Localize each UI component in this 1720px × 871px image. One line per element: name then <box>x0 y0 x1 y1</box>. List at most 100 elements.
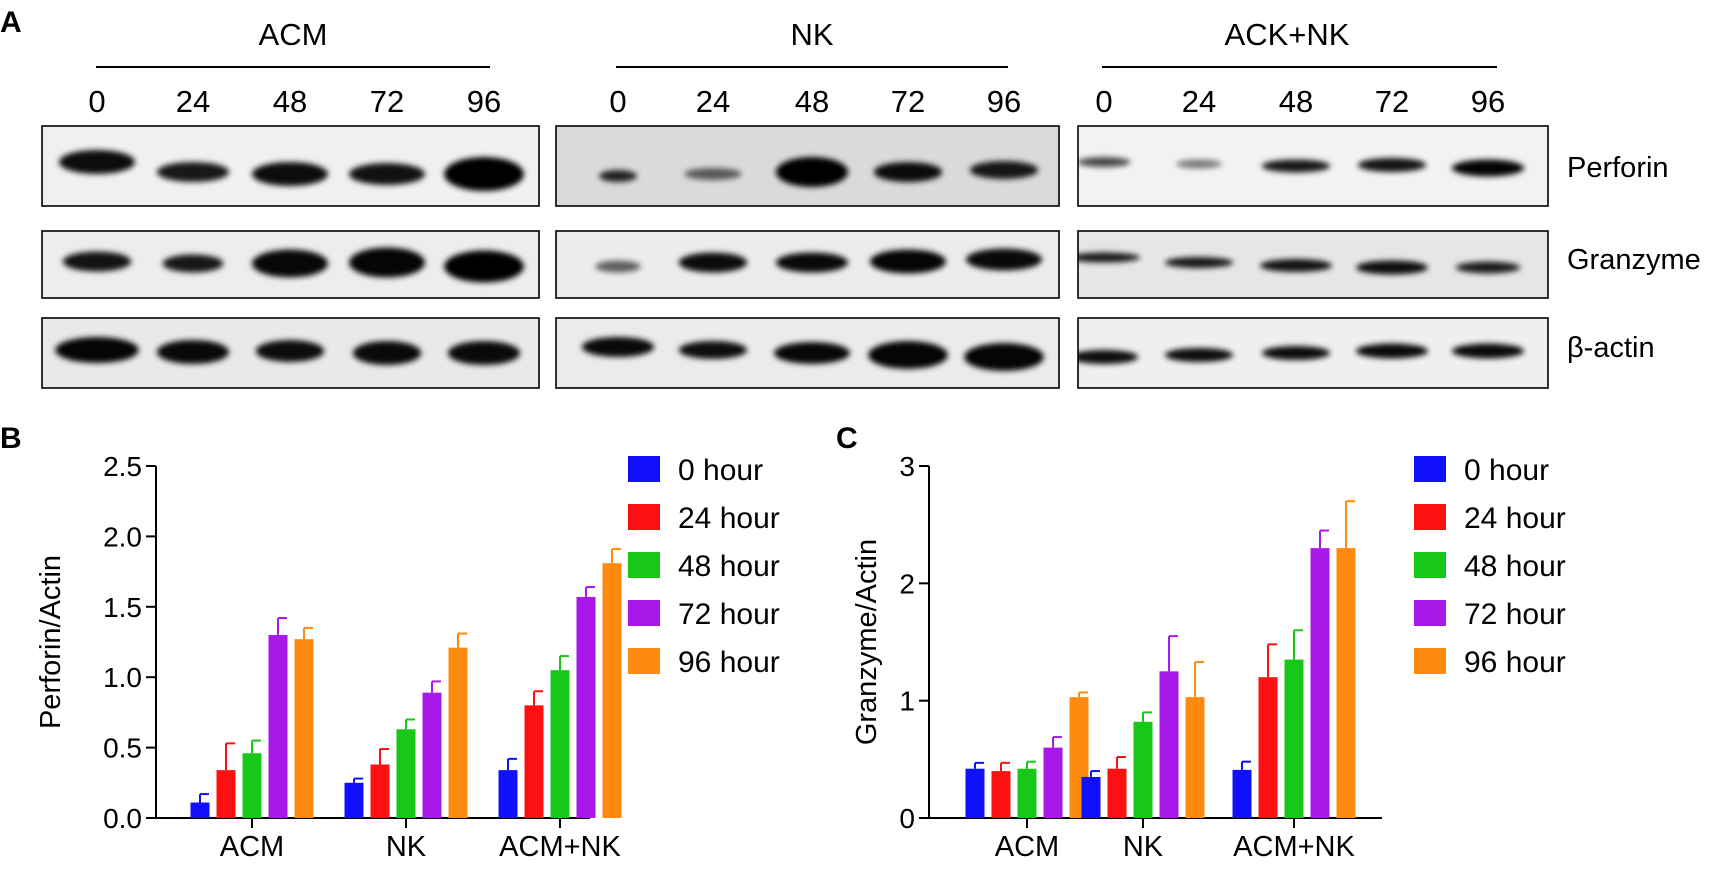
blot-band <box>599 170 637 182</box>
blot-band <box>1355 343 1429 359</box>
bar <box>576 596 596 818</box>
bar <box>1107 768 1127 818</box>
y-tick-label: 0 <box>899 803 915 834</box>
panel-label-a: A <box>0 6 22 39</box>
blot-band <box>1078 157 1131 167</box>
legend-label: 96 hour <box>678 646 780 679</box>
blot-band <box>1455 261 1521 274</box>
bar <box>268 634 288 818</box>
bar <box>1043 747 1063 818</box>
legend-swatch <box>1414 648 1446 674</box>
blot-band <box>964 343 1044 371</box>
blot-strip <box>41 317 540 389</box>
y-axis-label: Granzyme/Actin <box>851 539 883 745</box>
bar <box>602 563 622 818</box>
blot-bands <box>581 337 1044 371</box>
lane-label: 96 <box>1471 84 1505 119</box>
y-tick-label: 2.5 <box>103 451 142 482</box>
x-category-label: ACM <box>995 831 1059 863</box>
y-tick-label: 0.5 <box>103 733 142 764</box>
bar <box>1336 548 1356 818</box>
legend-swatch <box>1414 456 1446 482</box>
y-tick-label: 1.5 <box>103 592 142 623</box>
bar <box>242 753 262 818</box>
blot-group-header-acm: ACM 0 24 48 72 96 <box>88 17 501 119</box>
panel-label-b: B <box>0 422 22 455</box>
bar <box>524 705 544 818</box>
panel-label-c: C <box>836 422 858 455</box>
blot-band <box>966 248 1042 271</box>
lane-label: 24 <box>696 84 730 119</box>
bar <box>1284 659 1304 818</box>
bar <box>965 768 985 818</box>
bar <box>448 647 468 818</box>
lane-label: 72 <box>1375 84 1409 119</box>
blot-group-label: ACM <box>259 17 328 52</box>
blot-band <box>255 340 325 362</box>
bar <box>1159 671 1179 818</box>
blot-band <box>969 161 1039 179</box>
legend-swatch <box>628 552 660 578</box>
legend-label: 0 hour <box>678 454 763 487</box>
lane-label: 48 <box>795 84 829 119</box>
legend-swatch <box>1414 600 1446 626</box>
bar <box>550 670 570 818</box>
blot-band <box>352 341 422 365</box>
blot-band <box>581 337 655 357</box>
blot-group-label: ACK+NK <box>1225 17 1350 52</box>
bar <box>1310 548 1330 818</box>
blot-bands <box>1078 157 1525 177</box>
y-tick-label: 2 <box>899 568 915 599</box>
blot-band <box>775 157 849 187</box>
x-category-label: NK <box>386 831 427 863</box>
blot-band <box>162 254 224 273</box>
protein-label-granzyme: Granzyme <box>1567 244 1701 276</box>
blot-band <box>870 249 946 274</box>
bar <box>1017 768 1037 818</box>
legend-label: 72 hour <box>678 598 780 631</box>
legend-label: 72 hour <box>1464 598 1566 631</box>
blot-band <box>1259 259 1333 272</box>
lane-label: 24 <box>1182 84 1216 119</box>
lane-label: 0 <box>1095 84 1112 119</box>
bar <box>396 729 416 818</box>
western-blot <box>41 125 1549 389</box>
blot-band <box>1176 159 1222 169</box>
blot-strip <box>555 230 1060 299</box>
legend-label: 24 hour <box>678 502 780 535</box>
blot-band <box>1451 159 1525 177</box>
lane-label: 96 <box>467 84 501 119</box>
lane-label: 72 <box>891 84 925 119</box>
blot-band <box>868 341 948 369</box>
lane-label: 96 <box>987 84 1021 119</box>
y-tick-label: 1.0 <box>103 662 142 693</box>
legend-swatch <box>1414 504 1446 530</box>
y-tick-label: 3 <box>899 451 915 482</box>
blot-band <box>444 250 524 283</box>
blot-band <box>774 342 850 364</box>
bar <box>422 692 442 818</box>
blot-band <box>1164 257 1234 268</box>
blot-strip <box>555 125 1060 207</box>
blot-band <box>59 150 135 174</box>
legend-swatch <box>628 456 660 482</box>
lane-label: 48 <box>273 84 307 119</box>
blot-band <box>1261 346 1331 360</box>
blot-band <box>62 251 132 272</box>
lane-label: 0 <box>88 84 105 119</box>
bar <box>991 771 1011 818</box>
blot-bands <box>59 150 524 191</box>
bar <box>1232 769 1252 818</box>
legend-swatch <box>628 504 660 530</box>
legend-label: 96 hour <box>1464 646 1566 679</box>
lane-label: 72 <box>370 84 404 119</box>
blot-band <box>156 162 230 182</box>
legend-swatch <box>628 600 660 626</box>
legend: 0 hour 24 hour 48 hour 72 hour 96 hour <box>1414 454 1566 679</box>
granzyme-bar-chart: 0 1 2 3 Granzyme/Actin ACM NK ACM+NK 0 hour 24 ho… <box>851 451 1566 863</box>
blot-band <box>1078 350 1139 364</box>
legend-swatch <box>628 648 660 674</box>
blot-band <box>1078 252 1141 263</box>
blot-band <box>156 340 230 364</box>
